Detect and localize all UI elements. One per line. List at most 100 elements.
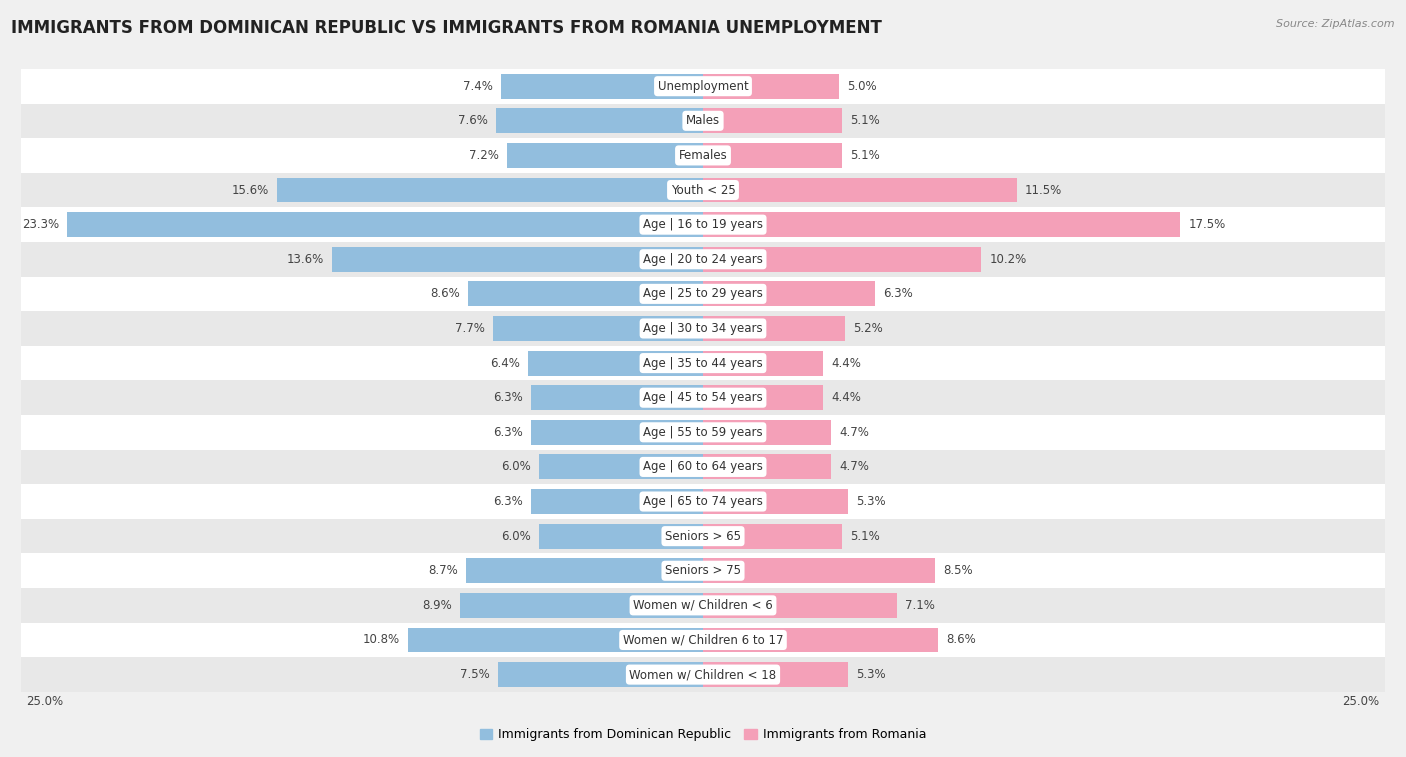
Bar bbox=[21, 104, 1385, 138]
Text: 25.0%: 25.0% bbox=[1343, 695, 1379, 708]
Bar bbox=[465, 559, 703, 583]
Text: 5.1%: 5.1% bbox=[851, 530, 880, 543]
Bar bbox=[21, 657, 1385, 692]
Bar bbox=[21, 484, 1385, 519]
Text: 6.3%: 6.3% bbox=[883, 288, 912, 301]
Bar bbox=[21, 346, 1385, 380]
Text: 23.3%: 23.3% bbox=[22, 218, 59, 231]
Bar bbox=[21, 242, 1385, 276]
Text: 10.8%: 10.8% bbox=[363, 634, 401, 646]
Bar bbox=[703, 385, 823, 410]
Text: 13.6%: 13.6% bbox=[287, 253, 323, 266]
Bar bbox=[506, 143, 703, 168]
Text: Age | 35 to 44 years: Age | 35 to 44 years bbox=[643, 357, 763, 369]
Bar bbox=[460, 593, 703, 618]
Bar bbox=[499, 662, 703, 687]
Bar bbox=[21, 311, 1385, 346]
Text: 8.6%: 8.6% bbox=[946, 634, 976, 646]
Text: 7.4%: 7.4% bbox=[463, 79, 494, 92]
Text: 6.4%: 6.4% bbox=[491, 357, 520, 369]
Text: Age | 65 to 74 years: Age | 65 to 74 years bbox=[643, 495, 763, 508]
Text: 5.3%: 5.3% bbox=[856, 668, 886, 681]
Bar bbox=[21, 623, 1385, 657]
Bar bbox=[21, 69, 1385, 104]
Bar bbox=[540, 524, 703, 549]
Bar bbox=[703, 559, 935, 583]
Text: 7.5%: 7.5% bbox=[461, 668, 491, 681]
Text: 8.5%: 8.5% bbox=[943, 564, 973, 578]
Text: Females: Females bbox=[679, 149, 727, 162]
Bar bbox=[703, 212, 1181, 237]
Bar bbox=[703, 454, 831, 479]
Text: Age | 60 to 64 years: Age | 60 to 64 years bbox=[643, 460, 763, 473]
Bar bbox=[703, 489, 848, 514]
Bar bbox=[501, 73, 703, 98]
Bar bbox=[703, 73, 839, 98]
Bar bbox=[494, 316, 703, 341]
Text: Age | 20 to 24 years: Age | 20 to 24 years bbox=[643, 253, 763, 266]
Bar bbox=[21, 415, 1385, 450]
Bar bbox=[21, 553, 1385, 588]
Text: Males: Males bbox=[686, 114, 720, 127]
Text: Unemployment: Unemployment bbox=[658, 79, 748, 92]
Bar bbox=[703, 420, 831, 445]
Text: 6.0%: 6.0% bbox=[502, 460, 531, 473]
Bar bbox=[703, 628, 938, 653]
Text: 6.3%: 6.3% bbox=[494, 425, 523, 439]
Bar bbox=[21, 207, 1385, 242]
Text: 17.5%: 17.5% bbox=[1188, 218, 1226, 231]
Bar bbox=[703, 143, 842, 168]
Text: Source: ZipAtlas.com: Source: ZipAtlas.com bbox=[1277, 19, 1395, 29]
Bar bbox=[703, 662, 848, 687]
Bar bbox=[703, 350, 823, 375]
Text: Women w/ Children < 6: Women w/ Children < 6 bbox=[633, 599, 773, 612]
Text: Age | 55 to 59 years: Age | 55 to 59 years bbox=[643, 425, 763, 439]
Bar bbox=[703, 524, 842, 549]
Text: 5.1%: 5.1% bbox=[851, 114, 880, 127]
Bar bbox=[496, 108, 703, 133]
Text: 5.2%: 5.2% bbox=[853, 322, 883, 335]
Bar bbox=[529, 350, 703, 375]
Bar bbox=[540, 454, 703, 479]
Text: 5.0%: 5.0% bbox=[848, 79, 877, 92]
Text: 7.1%: 7.1% bbox=[905, 599, 935, 612]
Text: 15.6%: 15.6% bbox=[232, 183, 270, 197]
Text: Seniors > 75: Seniors > 75 bbox=[665, 564, 741, 578]
Text: Women w/ Children < 18: Women w/ Children < 18 bbox=[630, 668, 776, 681]
Bar bbox=[703, 247, 981, 272]
Text: Women w/ Children 6 to 17: Women w/ Children 6 to 17 bbox=[623, 634, 783, 646]
Text: 5.1%: 5.1% bbox=[851, 149, 880, 162]
Bar bbox=[703, 316, 845, 341]
Bar bbox=[277, 178, 703, 202]
Bar bbox=[21, 519, 1385, 553]
Bar bbox=[408, 628, 703, 653]
Text: 6.3%: 6.3% bbox=[494, 391, 523, 404]
Text: 4.4%: 4.4% bbox=[831, 357, 860, 369]
Bar bbox=[703, 178, 1017, 202]
Text: 10.2%: 10.2% bbox=[990, 253, 1026, 266]
Text: Age | 30 to 34 years: Age | 30 to 34 years bbox=[643, 322, 763, 335]
Text: 11.5%: 11.5% bbox=[1025, 183, 1062, 197]
Bar bbox=[21, 276, 1385, 311]
Bar bbox=[703, 593, 897, 618]
Text: 4.4%: 4.4% bbox=[831, 391, 860, 404]
Text: 7.2%: 7.2% bbox=[468, 149, 499, 162]
Bar bbox=[21, 450, 1385, 484]
Text: 7.6%: 7.6% bbox=[457, 114, 488, 127]
Text: 5.3%: 5.3% bbox=[856, 495, 886, 508]
Text: Age | 16 to 19 years: Age | 16 to 19 years bbox=[643, 218, 763, 231]
Text: Youth < 25: Youth < 25 bbox=[671, 183, 735, 197]
Bar bbox=[531, 489, 703, 514]
Bar bbox=[21, 173, 1385, 207]
Bar bbox=[531, 420, 703, 445]
Legend: Immigrants from Dominican Republic, Immigrants from Romania: Immigrants from Dominican Republic, Immi… bbox=[475, 723, 931, 746]
Text: Age | 25 to 29 years: Age | 25 to 29 years bbox=[643, 288, 763, 301]
Bar bbox=[531, 385, 703, 410]
Bar bbox=[21, 588, 1385, 623]
Text: Age | 45 to 54 years: Age | 45 to 54 years bbox=[643, 391, 763, 404]
Text: 6.0%: 6.0% bbox=[502, 530, 531, 543]
Text: 25.0%: 25.0% bbox=[27, 695, 63, 708]
Bar bbox=[21, 380, 1385, 415]
Text: 8.7%: 8.7% bbox=[427, 564, 457, 578]
Text: 8.6%: 8.6% bbox=[430, 288, 460, 301]
